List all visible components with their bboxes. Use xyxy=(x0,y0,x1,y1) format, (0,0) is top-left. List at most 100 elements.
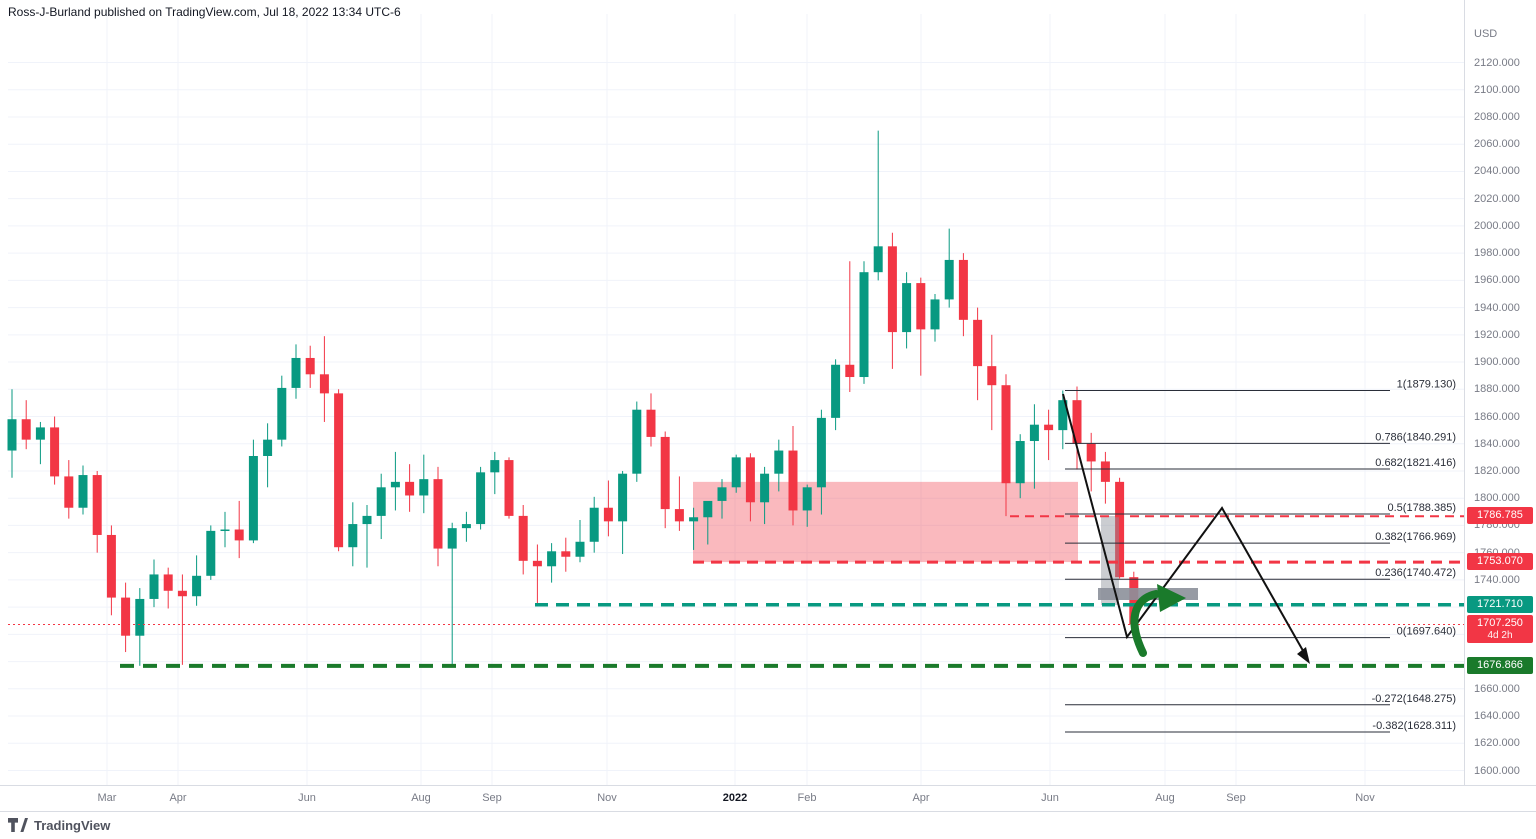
price-tick: 1860.000 xyxy=(1474,410,1520,423)
price-label-1721.710[interactable]: 1721.710 xyxy=(1467,595,1533,613)
candle-body xyxy=(447,528,457,549)
price-label-1786.785[interactable]: 1786.785 xyxy=(1467,507,1533,525)
candle-body xyxy=(1086,443,1096,462)
candle-body xyxy=(788,450,798,511)
candle-body xyxy=(873,246,883,273)
candle-body xyxy=(1100,461,1110,482)
projection-arrow-head xyxy=(1297,647,1310,664)
price-tick: 1900.000 xyxy=(1474,356,1520,369)
candle-body xyxy=(859,272,869,378)
candle-body xyxy=(816,417,826,488)
candle-body xyxy=(135,598,145,636)
fib-label: 0(1697.640) xyxy=(1397,626,1456,638)
price-tick: 1640.000 xyxy=(1474,710,1520,723)
time-tick-Mar: Mar xyxy=(97,792,117,804)
candle-body xyxy=(149,574,159,599)
candle-body xyxy=(263,439,273,456)
time-tick-Nov: Nov xyxy=(1355,792,1375,804)
tradingview-logo-text[interactable]: TradingView xyxy=(34,818,111,833)
candle-body xyxy=(419,479,429,496)
price-tick: 1880.000 xyxy=(1474,383,1520,396)
candle-body xyxy=(958,259,968,320)
tradingview-logo-icon[interactable] xyxy=(8,818,28,833)
candle-body xyxy=(92,475,102,535)
candle-body xyxy=(348,524,358,548)
price-tick: 2060.000 xyxy=(1474,138,1520,151)
candle-body xyxy=(248,455,258,541)
fib-label: 0.5(1788.385) xyxy=(1388,502,1457,514)
candle-body xyxy=(206,530,216,576)
fib-label: 0.236(1740.472) xyxy=(1375,567,1456,579)
price-tick: 1600.000 xyxy=(1474,764,1520,777)
candle-body xyxy=(760,473,770,503)
fib-retracement[interactable]: 1(1879.130) 0.786(1840.291) 0.682(1821.416… xyxy=(1065,378,1457,733)
candle-body xyxy=(575,541,585,557)
candle-body xyxy=(1115,481,1125,578)
candles xyxy=(7,130,1139,666)
candle-body xyxy=(405,481,415,496)
price-label-1753.070[interactable]: 1753.070 xyxy=(1467,553,1533,571)
candle-body xyxy=(717,487,727,501)
fib-label: 0.786(1840.291) xyxy=(1375,431,1456,443)
time-tick-2022: 2022 xyxy=(722,792,748,804)
candle-body xyxy=(319,374,329,394)
candle-body xyxy=(461,524,471,529)
gray-highlight-column[interactable] xyxy=(1101,516,1119,605)
gray-support-bar[interactable] xyxy=(1098,588,1198,600)
candle-body xyxy=(7,419,17,451)
candle-body xyxy=(390,481,400,488)
candle-body xyxy=(632,409,642,474)
candle-body xyxy=(618,473,628,522)
fib-label: 0.682(1821.416) xyxy=(1375,457,1456,469)
supply-zone[interactable] xyxy=(693,481,1078,563)
candle-body xyxy=(106,534,116,598)
bar-countdown: 4d 2h xyxy=(1487,630,1513,642)
candle-body xyxy=(376,487,386,516)
time-tick-Jun: Jun xyxy=(298,792,316,804)
price-tick: 2000.000 xyxy=(1474,219,1520,232)
price-tick: 1960.000 xyxy=(1474,274,1520,287)
candle-body xyxy=(589,507,599,542)
candle-body xyxy=(703,500,713,518)
candle-body xyxy=(831,364,841,418)
time-tick-Apr: Apr xyxy=(169,792,187,804)
candle-body xyxy=(1044,424,1054,431)
candle-body xyxy=(660,436,670,510)
candle-body xyxy=(689,517,699,522)
candle-body xyxy=(1129,577,1139,625)
price-label-1676.866[interactable]: 1676.866 xyxy=(1467,656,1533,674)
price-tick: 1940.000 xyxy=(1474,301,1520,314)
candle-body xyxy=(646,409,656,437)
candle-body xyxy=(64,476,74,508)
candle-body xyxy=(192,575,202,597)
price-axis[interactable]: USD 2120.000 2100.000 2080.000 2060.000 2040… xyxy=(1464,0,1536,811)
bounce-arrow-head xyxy=(1157,584,1186,612)
candle-body xyxy=(433,479,443,549)
candle-body xyxy=(731,457,741,488)
candle-body xyxy=(177,590,187,597)
candle-body xyxy=(902,283,912,333)
candle-body xyxy=(518,515,528,561)
candle-body xyxy=(121,597,131,636)
price-label-1707.250[interactable]: 1707.250 4d 2h xyxy=(1467,615,1533,644)
price-tick: 2100.000 xyxy=(1474,83,1520,96)
time-tick-Sep: Sep xyxy=(1226,792,1246,804)
time-axis[interactable]: Mar Apr Jun Aug Sep Nov 2022 Feb Apr Jun Aug Sep Nov xyxy=(0,785,1536,812)
time-tick-Apr: Apr xyxy=(912,792,930,804)
projection-arrow[interactable] xyxy=(1062,393,1307,657)
gridlines xyxy=(8,14,1464,785)
candle-body xyxy=(35,427,45,440)
candle-body xyxy=(291,357,301,388)
price-tick: 1920.000 xyxy=(1474,328,1520,341)
price-tick: 1800.000 xyxy=(1474,492,1520,505)
time-tick-Nov: Nov xyxy=(597,792,617,804)
bounce-arrow[interactable] xyxy=(1130,590,1160,657)
price-tick: 1840.000 xyxy=(1474,437,1520,450)
candle-body xyxy=(745,457,755,503)
time-tick-Aug: Aug xyxy=(1155,792,1175,804)
candle-body xyxy=(504,460,514,516)
footer-bar: TradingView xyxy=(0,811,1536,839)
price-tick: 1620.000 xyxy=(1474,737,1520,750)
candle-body xyxy=(50,427,60,477)
